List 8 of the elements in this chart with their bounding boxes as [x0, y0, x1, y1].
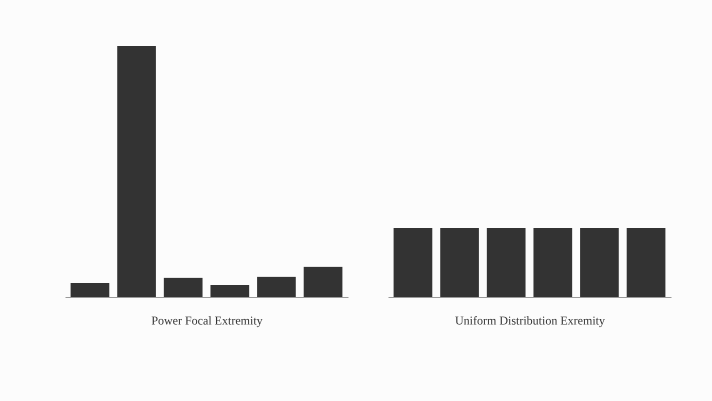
x-axis-title: Power Focal Extremity	[151, 314, 263, 328]
bar	[304, 266, 342, 297]
bar	[164, 278, 203, 297]
x-axis-title: Uniform Distribution Exremity	[455, 314, 605, 328]
bar	[70, 282, 110, 297]
bar	[117, 46, 156, 297]
bar	[210, 284, 250, 297]
bar	[257, 276, 296, 297]
